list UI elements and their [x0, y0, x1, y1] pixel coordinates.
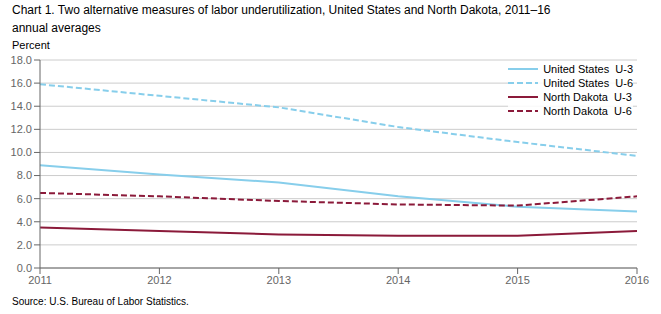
svg-text:18.0: 18.0 — [11, 54, 32, 66]
html-text:North Dakota U-6: North Dakota U-6 — [543, 105, 632, 117]
svg-text:4.0: 4.0 — [17, 216, 32, 228]
svg-text:2015: 2015 — [505, 274, 529, 286]
svg-text:0.0: 0.0 — [17, 262, 32, 274]
svg-text:2016: 2016 — [625, 274, 649, 286]
svg-text:2011: 2011 — [28, 274, 52, 286]
svg-text:2013: 2013 — [267, 274, 291, 286]
svg-text:14.0: 14.0 — [11, 100, 32, 112]
html-text:Percent: Percent — [12, 39, 50, 51]
svg-text:12.0: 12.0 — [11, 123, 32, 135]
svg-text:2012: 2012 — [147, 274, 171, 286]
html-text:annual averages: annual averages — [12, 21, 101, 35]
html-text:Source: U.S. Bureau of Labor S: Source: U.S. Bureau of Labor Statistics. — [12, 296, 189, 307]
svg-text:2.0: 2.0 — [17, 239, 32, 251]
svg-text:2014: 2014 — [386, 274, 410, 286]
html-text:United States U-6: United States U-6 — [543, 77, 633, 89]
svg-text:16.0: 16.0 — [11, 77, 32, 89]
svg-text:6.0: 6.0 — [17, 193, 32, 205]
html-text:United States U-3: United States U-3 — [543, 63, 633, 75]
html-text:North Dakota U-3: North Dakota U-3 — [543, 91, 632, 103]
svg-text:8.0: 8.0 — [17, 169, 32, 181]
html-text:Chart 1. Two alternative measu: Chart 1. Two alternative measures of lab… — [12, 3, 551, 17]
svg-text:10.0: 10.0 — [11, 146, 32, 158]
